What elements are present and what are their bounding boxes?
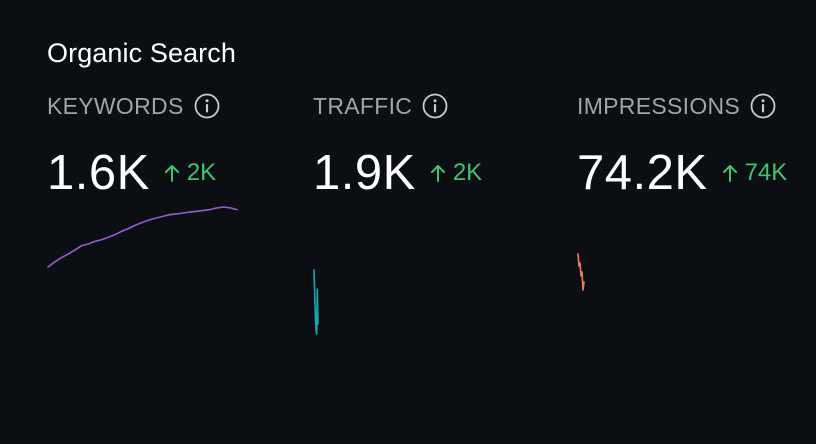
sparkline-impressions <box>577 253 585 291</box>
metric-value: 74.2K <box>577 146 708 200</box>
delta-badge: 74K <box>722 159 788 187</box>
metric-keywords: KEYWORDS 1.6K 2K <box>47 90 238 268</box>
metric-value-row: 1.9K 2K <box>313 142 482 204</box>
sparkline-path <box>313 269 319 335</box>
metric-value-row: 74.2K 74K <box>577 142 787 204</box>
arrow-up-icon <box>164 163 180 183</box>
info-icon[interactable] <box>750 93 776 119</box>
metric-impressions: IMPRESSIONS 74.2K 74K <box>577 90 787 291</box>
metric-header: TRAFFIC <box>313 90 482 122</box>
arrow-up-icon <box>722 163 738 183</box>
delta-value: 2K <box>186 159 217 186</box>
delta-badge: 2K <box>164 159 216 187</box>
delta-badge: 2K <box>430 159 482 187</box>
metric-header: KEYWORDS <box>47 90 220 122</box>
sparkline-path <box>577 253 585 291</box>
metric-label: KEYWORDS <box>47 92 184 119</box>
delta-value: 2K <box>452 159 483 186</box>
metric-header: IMPRESSIONS <box>577 90 787 122</box>
arrow-up-icon <box>430 163 446 183</box>
sparkline-keywords <box>47 206 238 268</box>
metric-traffic: TRAFFIC 1.9K 2K <box>313 90 482 335</box>
delta-value: 74K <box>744 159 788 186</box>
sparkline-path <box>47 206 238 268</box>
metric-value-row: 1.6K 2K <box>47 142 220 204</box>
card-title: Organic Search <box>47 38 236 68</box>
info-icon[interactable] <box>422 93 448 119</box>
metric-value: 1.9K <box>313 146 416 200</box>
metric-value: 1.6K <box>47 146 150 200</box>
sparkline-traffic <box>313 269 319 335</box>
metric-label: TRAFFIC <box>313 92 413 119</box>
info-icon[interactable] <box>194 93 220 119</box>
metric-label: IMPRESSIONS <box>577 92 741 119</box>
